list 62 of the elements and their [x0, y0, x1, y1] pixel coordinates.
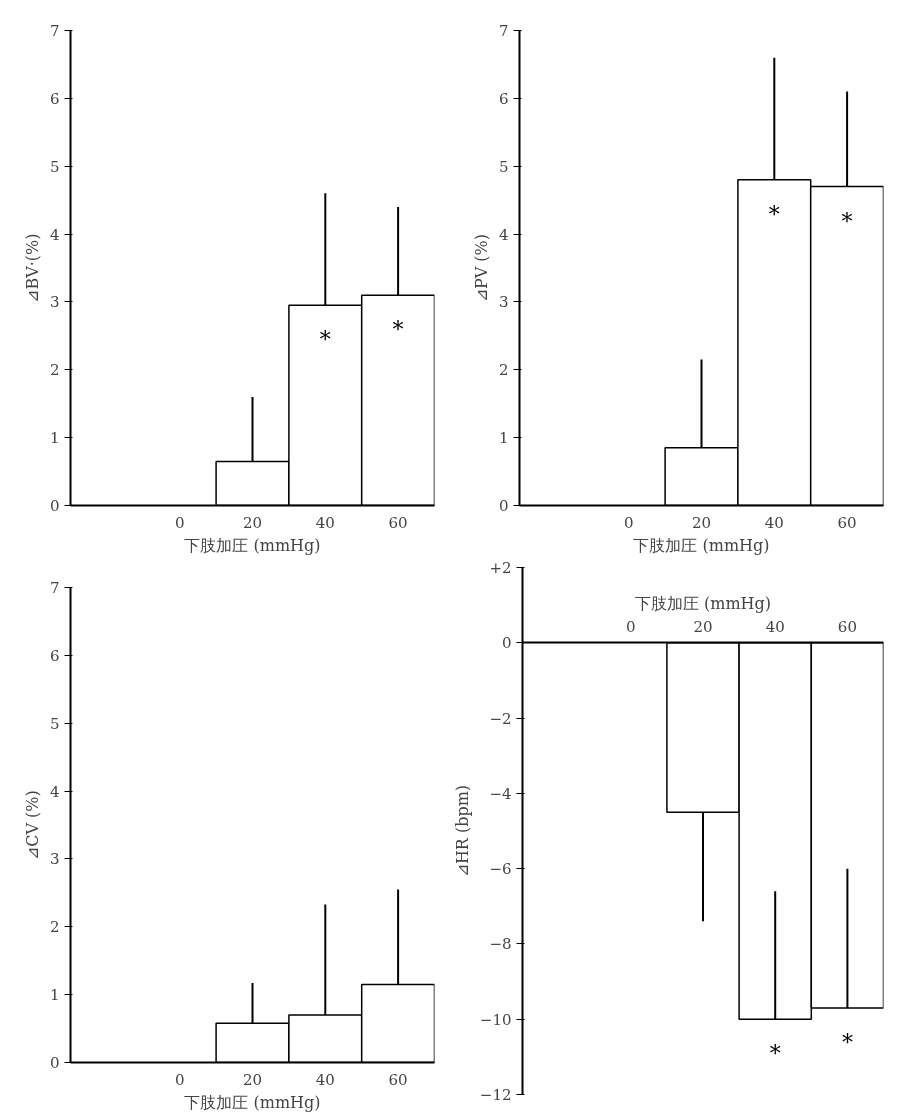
y-tick-label: 0	[49, 1054, 60, 1072]
x-tick-label: 40	[765, 617, 785, 636]
x-axis-title: 下肢加圧 (mmHg)	[184, 1092, 321, 1112]
y-tick-label: 7	[49, 22, 60, 40]
x-tick-label: 0	[174, 1070, 185, 1089]
x-tick-label: 60	[837, 513, 857, 532]
y-tick-label: 6	[498, 89, 509, 108]
y-tick-label: 4	[49, 225, 60, 244]
y-tick-label: 5	[498, 157, 509, 176]
y-tick-label: 5	[49, 714, 60, 733]
x-tick-label: 0	[623, 513, 634, 532]
y-tick-label: 7	[49, 579, 60, 597]
x-tick-label: 0	[174, 513, 185, 532]
annotation: *	[841, 1029, 853, 1055]
y-tick-label: 3	[498, 293, 509, 312]
y-tick-label: 3	[49, 293, 60, 312]
y-tick-label: 1	[49, 429, 60, 448]
y-tick-label: 1	[49, 986, 60, 1005]
x-tick-label: 60	[388, 513, 408, 532]
y-tick-label: 6	[49, 646, 60, 665]
annotation: *	[769, 1041, 781, 1067]
y-axis-title: ⊿CV (%)	[22, 790, 42, 860]
annotation: *	[768, 201, 780, 227]
y-tick-label: −6	[489, 860, 512, 879]
y-tick-label: 0	[501, 634, 512, 653]
x-tick-label: 60	[388, 1070, 408, 1089]
x-tick-label: 20	[693, 617, 713, 636]
y-tick-label: 4	[49, 782, 60, 801]
x-tick-label: 20	[242, 513, 263, 532]
y-tick-label: +2	[489, 559, 512, 577]
x-axis-title: 下肢加圧 (mmHg)	[633, 535, 770, 555]
x-tick-label: 20	[242, 1070, 263, 1089]
y-tick-label: 3	[49, 850, 60, 869]
annotation: *	[319, 327, 331, 353]
y-tick-label: −10	[479, 1010, 512, 1029]
x-tick-label: 40	[315, 1070, 335, 1089]
y-tick-label: 1	[498, 429, 509, 448]
y-axis-title: ⊿HR (bpm)	[452, 784, 472, 878]
y-tick-label: 6	[49, 89, 60, 108]
y-tick-label: 5	[49, 157, 60, 176]
y-tick-label: 2	[49, 918, 60, 937]
y-tick-label: 7	[498, 22, 509, 40]
annotation: *	[392, 317, 404, 343]
y-axis-title: ⊿PV (%)	[471, 233, 491, 303]
y-tick-label: 2	[49, 361, 60, 380]
y-tick-label: −4	[489, 784, 512, 803]
y-tick-label: 0	[49, 497, 60, 515]
x-tick-label: 0	[626, 617, 636, 636]
x-tick-label: 20	[691, 513, 712, 532]
x-tick-label: 60	[837, 617, 857, 636]
y-tick-label: 0	[498, 497, 509, 515]
x-tick-label: 40	[764, 513, 784, 532]
annotation: *	[841, 208, 853, 234]
y-tick-label: −2	[489, 709, 512, 728]
y-tick-label: −8	[489, 935, 512, 954]
y-tick-label: 4	[498, 225, 509, 244]
y-axis-title: ⊿BV·(%)	[22, 233, 42, 303]
x2-axis-title: 下肢加圧 (mmHg)	[634, 593, 772, 613]
y-tick-label: 2	[498, 361, 509, 380]
x-tick-label: 40	[315, 513, 335, 532]
x-axis-title: 下肢加圧 (mmHg)	[184, 535, 321, 555]
y-tick-label: −12	[479, 1086, 512, 1104]
